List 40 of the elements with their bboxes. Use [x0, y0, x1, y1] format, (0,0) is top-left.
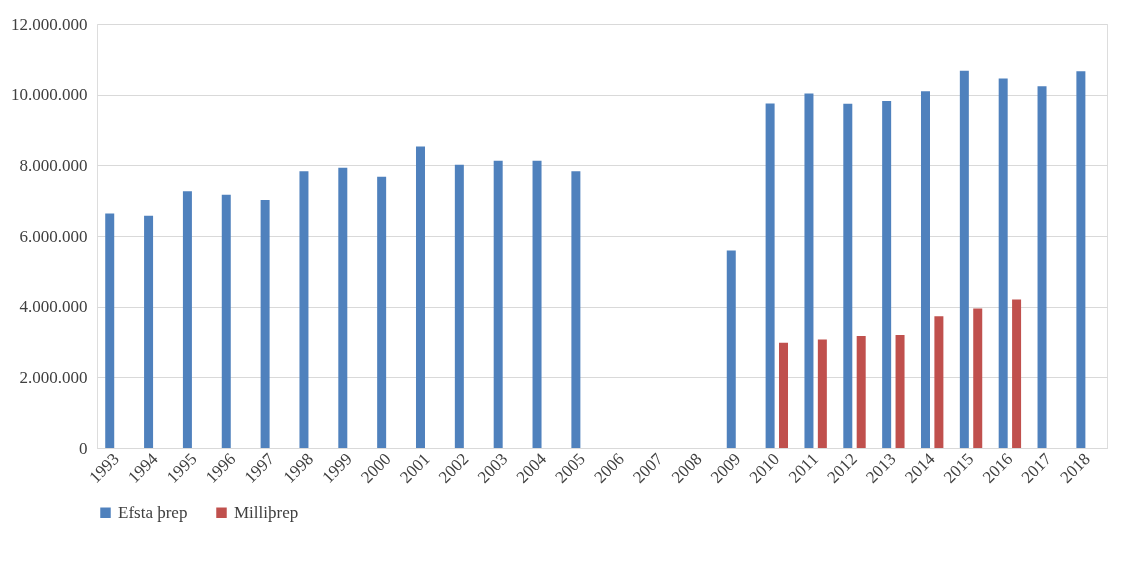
bar	[182, 191, 192, 448]
y-tick-label: 6.000.000	[19, 226, 88, 246]
bar	[338, 167, 348, 448]
legend-label: Efsta þrep	[118, 502, 188, 522]
y-tick-label: 2.000.000	[19, 367, 88, 387]
bar	[105, 213, 115, 448]
y-tick-label: 4.000.000	[19, 297, 88, 317]
bar	[779, 342, 789, 448]
bar	[920, 91, 930, 448]
bar	[895, 334, 905, 448]
bar	[493, 160, 503, 448]
bar	[998, 78, 1008, 448]
bar	[299, 171, 309, 448]
y-tick-label: 0	[79, 438, 88, 458]
bar	[415, 146, 425, 448]
bar	[934, 316, 944, 448]
bar	[144, 215, 154, 448]
bar	[532, 160, 542, 448]
bar	[1076, 71, 1086, 448]
bar	[571, 171, 581, 448]
bar	[856, 335, 866, 448]
bar	[454, 164, 464, 448]
bar	[377, 176, 387, 448]
bar	[804, 93, 814, 448]
bar	[959, 70, 969, 448]
y-tick-label: 8.000.000	[19, 155, 88, 175]
bar	[260, 199, 270, 448]
bar	[765, 103, 775, 448]
bar	[843, 103, 853, 448]
legend-label: Milliþrep	[234, 502, 299, 522]
bar	[726, 250, 736, 448]
y-tick-label: 12.000.000	[11, 14, 88, 34]
bar	[817, 339, 827, 448]
x-tick-label: 2011	[784, 449, 823, 487]
bar	[1012, 299, 1022, 448]
bar	[221, 194, 231, 448]
bar	[882, 101, 892, 448]
y-tick-label: 10.000.000	[11, 85, 88, 105]
bar	[973, 308, 983, 448]
bar	[1037, 86, 1047, 448]
